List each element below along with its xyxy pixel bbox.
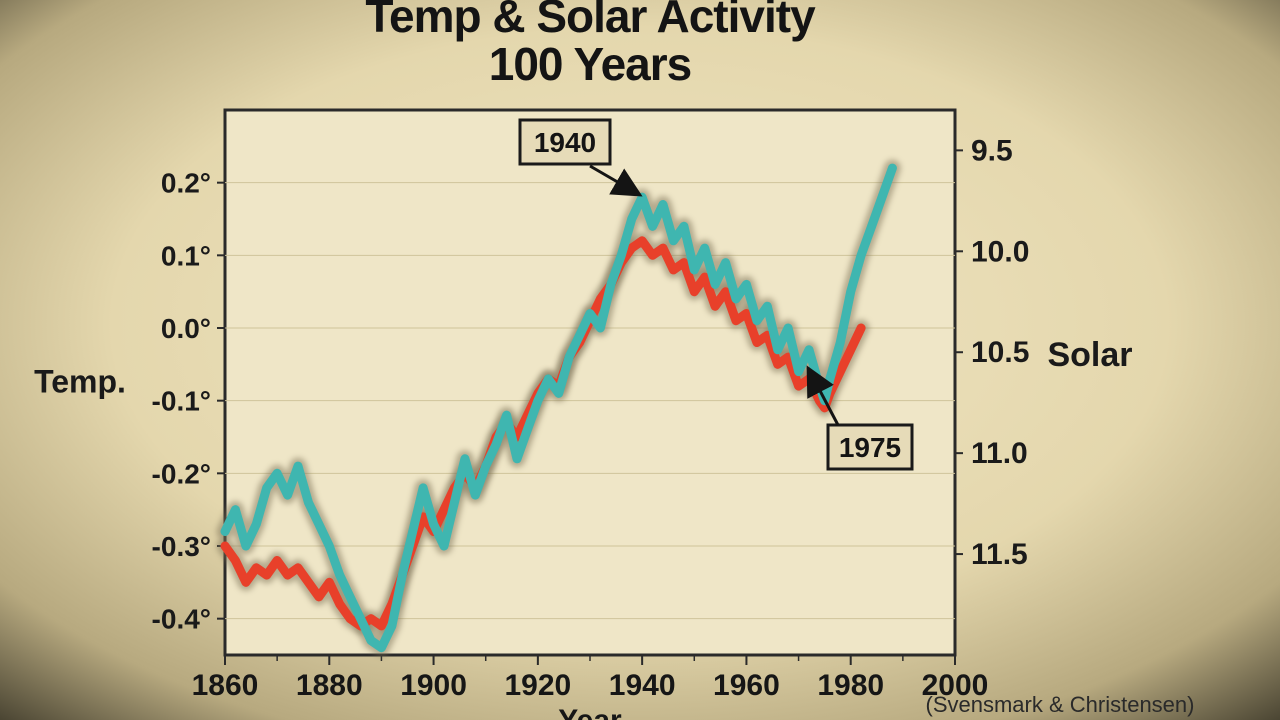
x-tick-label: 1980 [817, 669, 884, 702]
chart-title-line2: 100 Years [489, 38, 692, 90]
y-left-tick-label: 0.1° [161, 240, 211, 271]
y-left-tick-label: -0.2° [152, 458, 211, 489]
y-right-tick-label: 9.5 [971, 134, 1013, 167]
y-left-tick-label: -0.3° [152, 531, 211, 562]
x-tick-label: 1960 [713, 669, 780, 702]
callout-label-1975: 1975 [839, 432, 901, 463]
y-right-tick-label: 10.5 [971, 336, 1029, 369]
y-left-tick-label: -0.4° [152, 604, 211, 635]
x-axis-label: Year [558, 704, 622, 720]
x-tick-label: 1880 [296, 669, 363, 702]
right-axis-title: Solar [1047, 336, 1132, 374]
y-right-tick-label: 11.5 [971, 538, 1028, 571]
x-tick-label: 1920 [504, 669, 571, 702]
x-tick-label: 1940 [609, 669, 676, 702]
y-left-tick-label: 0.2° [161, 168, 211, 199]
y-left-tick-label: -0.1° [152, 386, 211, 417]
y-right-tick-label: 11.0 [971, 437, 1028, 470]
source-credit: (Svensmark & Christensen) [926, 692, 1195, 717]
y-right-tick-label: 10.0 [971, 235, 1029, 268]
y-left-tick-label: 0.0° [161, 313, 211, 344]
x-tick-label: 1900 [400, 669, 467, 702]
callout-label-1940: 1940 [534, 127, 596, 158]
x-tick-label: 1860 [192, 669, 259, 702]
left-axis-title: Temp. [34, 364, 126, 400]
chart-title-line1: Temp & Solar Activity [365, 0, 816, 42]
